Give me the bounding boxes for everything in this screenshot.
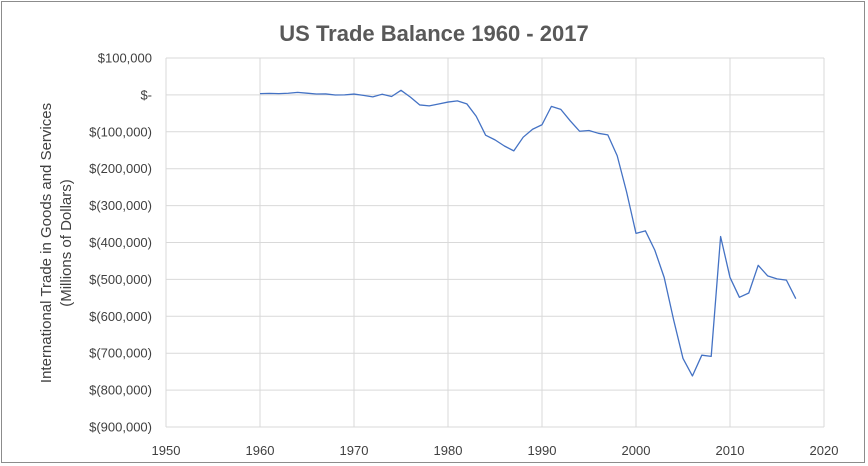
x-tick-label: 2020	[810, 443, 839, 458]
y-tick-label: $(600,000)	[89, 309, 152, 324]
y-tick-label: $(100,000)	[89, 124, 152, 139]
x-tick-label: 2010	[716, 443, 745, 458]
series-line	[259, 89, 797, 377]
x-tick-label: 2000	[622, 443, 651, 458]
y-tick-label: $(200,000)	[89, 161, 152, 176]
series-group	[259, 89, 797, 377]
x-tick-label: 1950	[152, 443, 181, 458]
y-tick-label: $(700,000)	[89, 346, 152, 361]
x-axis-ticks: 1950 1960 1970 1980 1990 2000 2010 2020	[152, 443, 839, 458]
y-tick-label: $(300,000)	[89, 198, 152, 213]
y-tick-label: $100,000	[98, 51, 152, 66]
y-axis-ticks: $100,000 $- $(100,000) $(200,000) $(300,000)…	[89, 51, 152, 435]
y-tick-label: $(900,000)	[89, 420, 152, 435]
x-tick-label: 1980	[434, 443, 463, 458]
y-tick-label: $-	[140, 87, 152, 102]
y-tick-label: $(400,000)	[89, 235, 152, 250]
y-axis-title-line2: (Millions of Dollars)	[58, 179, 75, 307]
y-tick-label: $(500,000)	[89, 272, 152, 287]
gridlines	[165, 57, 825, 428]
y-tick-label: $(800,000)	[89, 383, 152, 398]
chart-title: US Trade Balance 1960 - 2017	[279, 21, 588, 46]
x-tick-label: 1970	[340, 443, 369, 458]
x-tick-label: 1960	[246, 443, 275, 458]
x-tick-label: 1990	[528, 443, 557, 458]
y-axis-title-line1: International Trade in Goods and Service…	[38, 103, 55, 383]
